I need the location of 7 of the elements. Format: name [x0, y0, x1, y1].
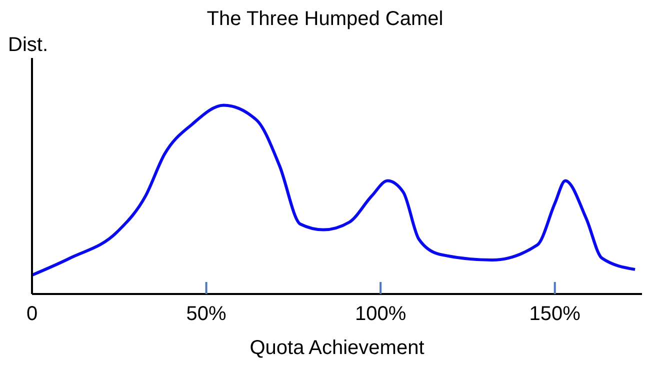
x-tick-label: 0 — [26, 303, 38, 326]
x-axis-title: Quota Achievement — [250, 337, 425, 359]
x-tick-label: 100% — [354, 303, 406, 326]
x-tick-label: 50% — [186, 303, 227, 326]
y-axis-title: Dist. — [8, 34, 48, 57]
x-tick-label: 150% — [529, 303, 581, 326]
chart-title: The Three Humped Camel — [206, 8, 444, 31]
